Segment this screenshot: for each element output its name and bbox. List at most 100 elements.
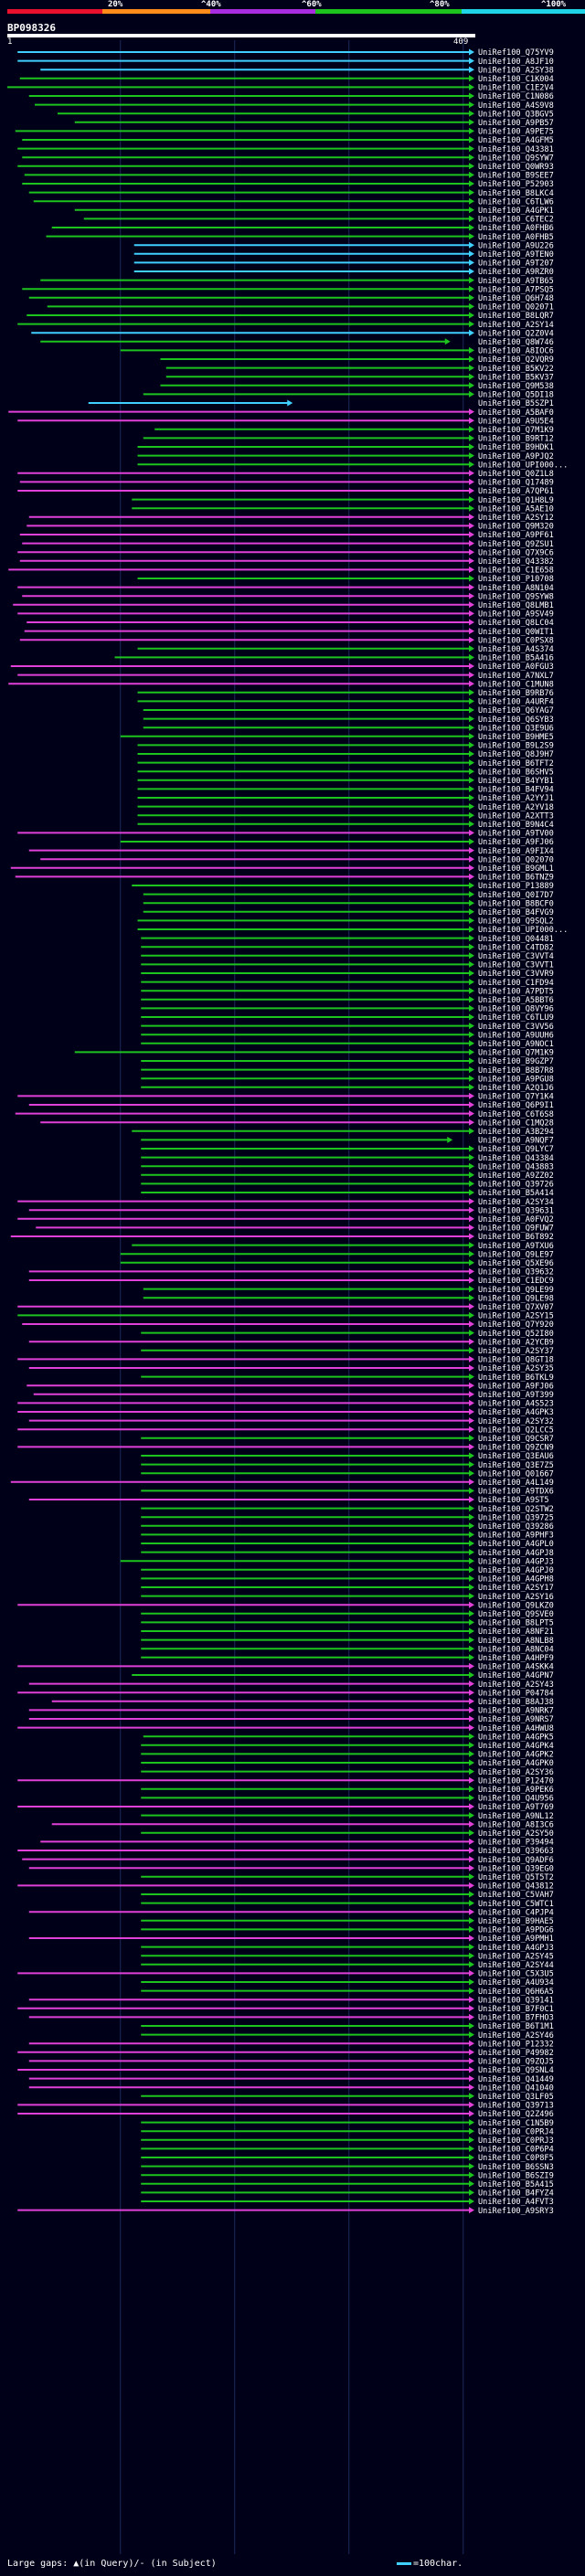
hit-arrow bbox=[469, 434, 474, 441]
hit-arrow bbox=[469, 2005, 474, 2012]
hit-arrow bbox=[469, 1004, 474, 1012]
hit-arrow bbox=[469, 1347, 474, 1354]
hit-row: UniRef100_Q9ZQJ5 bbox=[28, 2058, 554, 2067]
hit-row: UniRef100_B5A414 bbox=[141, 1189, 554, 1198]
hit-arrow bbox=[469, 1373, 474, 1381]
hit-arrow bbox=[469, 171, 474, 178]
hit-id: UniRef100_A2SY17 bbox=[478, 1584, 554, 1593]
hit-row: UniRef100_B4FYZ4 bbox=[141, 2189, 554, 2199]
hit-id: UniRef100_B6SHV5 bbox=[478, 768, 554, 777]
hit-arrow bbox=[469, 355, 474, 363]
hit-arrow bbox=[469, 1856, 474, 1863]
hit-id: UniRef100_Q9LKZ0 bbox=[478, 1601, 554, 1610]
hit-id: UniRef100_C0P8F5 bbox=[478, 2154, 554, 2163]
hit-row: UniRef100_A7PDT5 bbox=[141, 987, 554, 996]
hit-row: UniRef100_Q01667 bbox=[141, 1469, 554, 1479]
hit-id: UniRef100_A9PF61 bbox=[478, 531, 554, 540]
hit-id: UniRef100_A4GPK2 bbox=[478, 1751, 554, 1760]
hit-arrow bbox=[469, 1988, 474, 1995]
hit-id: UniRef100_Q39725 bbox=[478, 1513, 554, 1522]
hit-row: UniRef100_Q39286 bbox=[141, 1522, 554, 1532]
hit-row: UniRef100_Q8LC04 bbox=[27, 619, 554, 628]
hit-id: UniRef100_A8NLB8 bbox=[478, 1637, 554, 1646]
hit-id: UniRef100_A4GPH8 bbox=[478, 1575, 554, 1585]
hit-row: UniRef100_A8IOC6 bbox=[120, 347, 554, 356]
hit-id: UniRef100_A0FVQ2 bbox=[478, 1215, 554, 1224]
hit-row: UniRef100_Q41449 bbox=[28, 2075, 554, 2084]
hit-row: UniRef100_A4GPJ3 bbox=[120, 1557, 554, 1566]
hit-arrow bbox=[469, 1601, 474, 1608]
hit-arrow bbox=[469, 1118, 474, 1126]
hit-row: UniRef100_A9SV49 bbox=[17, 610, 554, 620]
hit-row: UniRef100_Q1H8L9 bbox=[132, 496, 554, 505]
hit-row: UniRef100_Q2VQR9 bbox=[160, 355, 554, 365]
hit-id: UniRef100_Q39632 bbox=[478, 1268, 554, 1277]
hit-row: UniRef100_A8NC04 bbox=[141, 1645, 554, 1654]
hit-id: UniRef100_C5X3U5 bbox=[478, 1970, 554, 1979]
hit-row: UniRef100_A9PGU8 bbox=[141, 1075, 554, 1084]
hit-arrow bbox=[469, 110, 474, 117]
hit-row: UniRef100_A4GPN7 bbox=[132, 1671, 554, 1680]
hit-row: UniRef100_Q0I7D7 bbox=[143, 891, 554, 900]
hit-id: UniRef100_B8LPT5 bbox=[478, 1619, 554, 1628]
hit-row: UniRef100_A9T207 bbox=[133, 260, 554, 269]
hit-id: UniRef100_Q39631 bbox=[478, 1206, 554, 1215]
hit-row: UniRef100_B8B7R8 bbox=[141, 1066, 554, 1076]
hit-row: UniRef100_B4YYB1 bbox=[137, 777, 554, 786]
hit-id: UniRef100_B5A415 bbox=[478, 2180, 554, 2189]
hit-arrow bbox=[469, 1917, 474, 1924]
hit-arrow bbox=[469, 1944, 474, 1951]
hit-id: UniRef100_Q39286 bbox=[478, 1522, 554, 1532]
hit-arrow bbox=[469, 917, 474, 924]
hit-arrow bbox=[469, 1566, 474, 1574]
hit-row: UniRef100_C1K004 bbox=[19, 75, 554, 84]
hit-id: UniRef100_A4GPN7 bbox=[478, 1671, 554, 1680]
hit-arrow bbox=[469, 1443, 474, 1450]
hit-row: UniRef100_B9GZP7 bbox=[141, 1057, 554, 1066]
hit-id: UniRef100_A7PSQ5 bbox=[478, 285, 554, 294]
hit-id: UniRef100_A2SY32 bbox=[478, 1417, 554, 1426]
hit-arrow bbox=[469, 750, 474, 758]
hit-id: UniRef100_A4GPK3 bbox=[478, 1408, 554, 1417]
scale-label-100: ^100% bbox=[541, 0, 567, 9]
hit-row: UniRef100_A9PHF3 bbox=[141, 1532, 554, 1541]
hit-id: UniRef100_A8I3C6 bbox=[478, 1820, 554, 1829]
hit-id: UniRef100_P13889 bbox=[478, 882, 554, 891]
hit-row: UniRef100_A8I3C6 bbox=[51, 1820, 554, 1829]
hit-id: UniRef100_B9GZP7 bbox=[478, 1057, 554, 1066]
hit-id: UniRef100_B6T892 bbox=[478, 1233, 554, 1242]
hit-arrow bbox=[469, 1189, 474, 1196]
hit-id: UniRef100_A4GPK5 bbox=[478, 1733, 554, 1742]
hit-id: UniRef100_Q9SQL2 bbox=[478, 917, 554, 927]
hit-id: UniRef100_A0FGU3 bbox=[478, 663, 554, 672]
hit-arrow bbox=[469, 2145, 474, 2152]
hit-arrow bbox=[469, 2198, 474, 2205]
hit-row: UniRef100_B9RB76 bbox=[137, 689, 554, 698]
hit-row: UniRef100_A2YV18 bbox=[137, 803, 554, 812]
hit-arrow bbox=[469, 1294, 474, 1301]
hit-id: UniRef100_Q9SYW7 bbox=[478, 154, 554, 163]
hit-id: UniRef100_A9TXU6 bbox=[478, 1242, 554, 1251]
hit-id: UniRef100_A2YYJ1 bbox=[478, 794, 554, 803]
hit-row: UniRef100_B8BCF0 bbox=[143, 899, 554, 908]
hit-arrow bbox=[469, 373, 474, 380]
hit-id: UniRef100_A4HPF9 bbox=[478, 1654, 554, 1663]
hit-row: UniRef100_C5VAH7 bbox=[141, 1891, 554, 1900]
hit-row: UniRef100_A9NRS7 bbox=[28, 1715, 554, 1724]
hit-row: UniRef100_Q3LF05 bbox=[141, 2093, 554, 2102]
hit-id: UniRef100_Q02070 bbox=[478, 855, 554, 864]
hit-arrow bbox=[469, 899, 474, 906]
hit-id: UniRef100_A4GPJ0 bbox=[478, 1566, 554, 1575]
scale-label-20: 20% bbox=[108, 0, 123, 9]
hit-row: UniRef100_A2SY17 bbox=[141, 1584, 554, 1593]
hit-arrow bbox=[469, 1426, 474, 1433]
hit-id: UniRef100_Q43381 bbox=[478, 145, 554, 154]
hit-id: UniRef100_A8N104 bbox=[478, 584, 554, 593]
hit-row: UniRef100_P12332 bbox=[28, 2040, 554, 2049]
hit-row: UniRef100_B8AJ38 bbox=[51, 1698, 554, 1707]
hit-row: UniRef100_A4GPK4 bbox=[141, 1742, 554, 1751]
hit-row: UniRef100_B7FHO3 bbox=[28, 2014, 554, 2023]
hit-arrow bbox=[469, 1935, 474, 1942]
hit-row: UniRef100_A9T399 bbox=[33, 1391, 554, 1400]
hit-arrow bbox=[469, 979, 474, 986]
